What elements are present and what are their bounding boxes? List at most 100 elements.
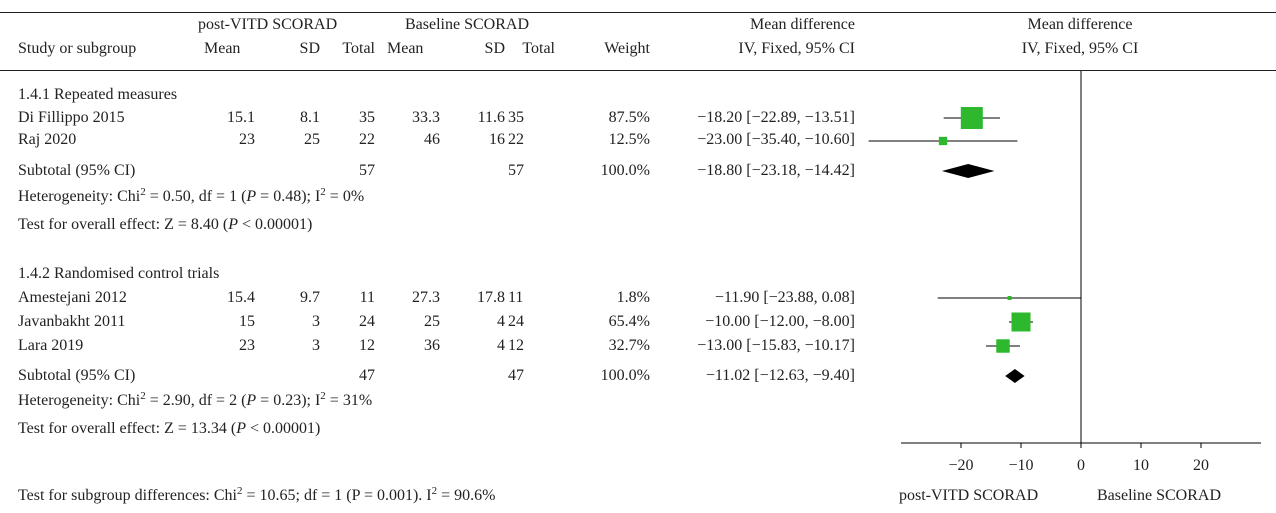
sgt-i-val: = 90.6% <box>437 487 496 504</box>
oe-p: P <box>236 420 246 437</box>
sd1: 8.1 <box>300 109 320 126</box>
ci-text: −13.00 [−15.83, −10.17] <box>697 337 855 354</box>
het-chi-val: = 0.50, df = 1 ( <box>145 188 247 205</box>
study-marker <box>1007 296 1012 300</box>
overall-effect-text: Test for overall effect: Z = 13.34 (P < … <box>18 420 320 438</box>
plot-header-title: Mean difference <box>1027 16 1133 33</box>
subgroup-title: 1.4.1 Repeated measures <box>18 86 178 103</box>
sd2: 4 <box>497 313 505 330</box>
mean1: 15 <box>239 313 255 330</box>
header-mean2: Mean <box>387 40 424 57</box>
header-md-title: Mean difference <box>750 16 855 33</box>
het-prefix: Heterogeneity: Chi <box>18 188 141 205</box>
heterogeneity-text: Heterogeneity: Chi2 = 0.50, df = 1 (P = … <box>18 186 365 206</box>
study-marker <box>1011 312 1031 332</box>
subtotal-weight: 100.0% <box>600 162 650 179</box>
total1: 35 <box>359 109 375 126</box>
oe-p: P <box>228 216 238 233</box>
study-name: Javanbakht 2011 <box>18 313 126 330</box>
sd2: 11.6 <box>477 109 505 126</box>
subtotal-total1: 57 <box>359 162 375 179</box>
heterogeneity-text: Heterogeneity: Chi2 = 2.90, df = 2 (P = … <box>18 390 373 410</box>
study-marker <box>938 136 948 146</box>
sgt-prefix: Test for subgroup differences: Chi <box>18 487 237 504</box>
study-name: Amestejani 2012 <box>18 289 127 306</box>
subtotal-diamond <box>1005 369 1025 383</box>
study-marker <box>996 339 1010 353</box>
header-total2: Total <box>522 40 555 57</box>
het-p: P <box>246 392 257 409</box>
top-rule <box>0 12 1276 13</box>
oe-p-val: < 0.00001) <box>245 420 321 437</box>
subgroup-title: 1.4.2 Randomised control trials <box>18 265 220 282</box>
mean2: 33.3 <box>412 109 440 126</box>
total2: 11 <box>508 289 524 306</box>
total1: 11 <box>359 289 375 306</box>
weight: 65.4% <box>608 313 650 330</box>
weight: 32.7% <box>608 337 650 354</box>
total1: 24 <box>359 313 375 330</box>
subtotal-total2: 47 <box>508 367 524 384</box>
ci-text: −23.00 [−35.40, −10.60] <box>697 131 855 148</box>
header-mean1: Mean <box>204 40 241 57</box>
subtotal-weight: 100.0% <box>600 367 650 384</box>
subtotal-diamond <box>941 164 995 178</box>
weight: 12.5% <box>608 131 650 148</box>
sgt-i-sup: 2 <box>431 485 438 497</box>
x-tick-label: 0 <box>1077 457 1085 474</box>
sd1: 3 <box>312 313 320 330</box>
mean1: 15.4 <box>227 289 255 306</box>
sgt-chi-sup: 2 <box>236 485 243 497</box>
ci-text: −18.20 [−22.89, −13.51] <box>697 109 855 126</box>
header-sd1: SD <box>299 40 320 57</box>
subtotal-ci-text: −18.80 [−23.18, −14.42] <box>697 162 855 179</box>
oe-p-val: < 0.00001) <box>237 216 313 233</box>
subtotal-total2: 57 <box>508 162 524 179</box>
ci-text: −10.00 [−12.00, −8.00] <box>705 313 855 330</box>
ci-text: −11.90 [−23.88, 0.08] <box>714 289 855 306</box>
het-i-val: = 0% <box>325 188 365 205</box>
subgroup-test-text: Test for subgroup differences: Chi2 = 10… <box>18 485 496 505</box>
axis-left-label: post-VITD SCORAD <box>899 487 1039 504</box>
total1: 12 <box>359 337 375 354</box>
study-name: Di Fillippo 2015 <box>18 109 125 126</box>
weight: 87.5% <box>608 109 650 126</box>
total1: 22 <box>359 131 375 148</box>
sd1: 3 <box>312 337 320 354</box>
subtotal-total1: 47 <box>359 367 375 384</box>
het-i-val: = 31% <box>325 392 373 409</box>
header-study: Study or subgroup <box>18 40 137 57</box>
het-p-val: = 0.48); I <box>256 188 321 205</box>
mean2: 46 <box>424 131 440 148</box>
het-i-sup: 2 <box>320 390 326 402</box>
total2: 12 <box>508 337 524 354</box>
sd2: 4 <box>497 337 505 354</box>
header-sd2: SD <box>484 40 505 57</box>
het-prefix: Heterogeneity: Chi <box>18 392 141 409</box>
het-i-sup: 2 <box>320 186 326 198</box>
overall-effect-text: Test for overall effect: Z = 8.40 (P < 0… <box>18 216 312 234</box>
study-marker <box>960 107 983 129</box>
het-chi-sup: 2 <box>140 390 146 402</box>
sgt-rest: = 10.65; df = 1 (P = 0.001). I <box>242 487 432 504</box>
study-name: Lara 2019 <box>18 337 84 354</box>
het-p: P <box>246 188 257 205</box>
mean2: 25 <box>424 313 440 330</box>
x-tick-label: 20 <box>1193 457 1209 474</box>
header-weight: Weight <box>604 40 650 57</box>
axis-right-label: Baseline SCORAD <box>1097 487 1221 504</box>
subtotal-label: Subtotal (95% CI) <box>18 162 136 179</box>
het-chi-sup: 2 <box>140 186 146 198</box>
oe-prefix: Test for overall effect: Z = 8.40 ( <box>18 216 229 233</box>
oe-prefix: Test for overall effect: Z = 13.34 ( <box>18 420 237 437</box>
header-group1: post-VITD SCORAD <box>198 16 338 33</box>
sd2: 17.8 <box>477 289 505 306</box>
mean1: 15.1 <box>227 109 255 126</box>
total2: 35 <box>508 109 524 126</box>
mean2: 36 <box>424 337 440 354</box>
subtotal-label: Subtotal (95% CI) <box>18 367 136 384</box>
header-group2: Baseline SCORAD <box>405 16 529 33</box>
total2: 22 <box>508 131 524 148</box>
